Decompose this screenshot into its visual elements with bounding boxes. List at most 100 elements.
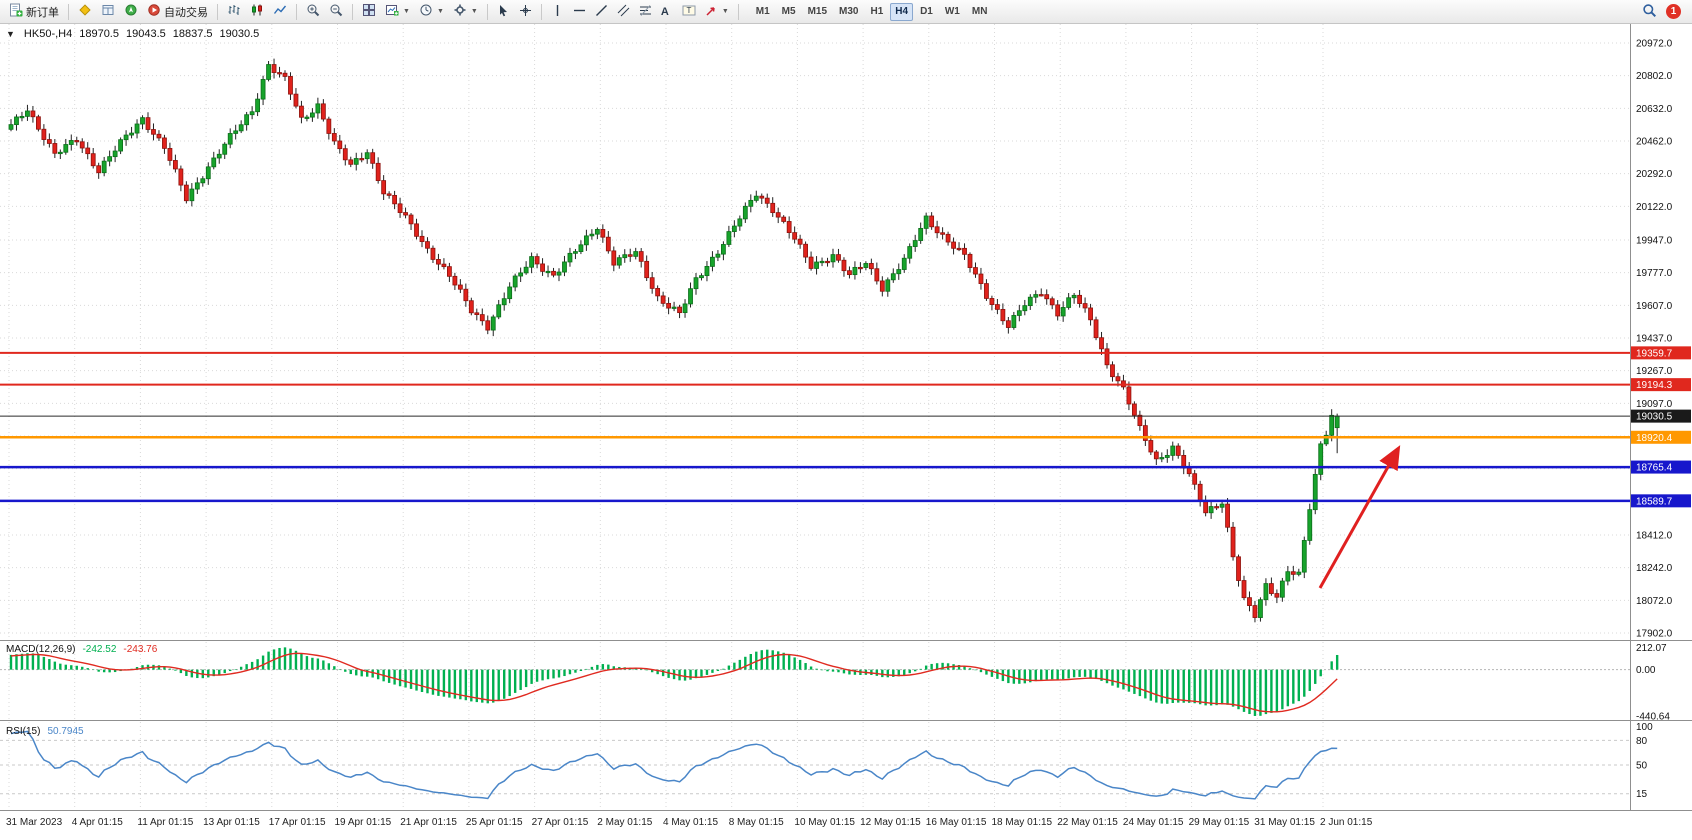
- market-watch-button[interactable]: [74, 2, 96, 22]
- new-order-button[interactable]: 新订单: [5, 2, 63, 22]
- current-price-line[interactable]: 19030.5: [0, 409, 1691, 423]
- svg-text:80: 80: [1636, 736, 1648, 747]
- timeframe-d1[interactable]: D1: [915, 3, 938, 21]
- autotrading-label: 自动交易: [164, 6, 208, 19]
- chart-close: 19030.5: [219, 28, 260, 40]
- zoom-in-icon: [306, 3, 320, 20]
- svg-text:18589.7: 18589.7: [1636, 496, 1673, 507]
- level-line-18920.4[interactable]: 18920.4: [0, 430, 1691, 444]
- template-icon: [453, 3, 467, 20]
- channel-tool[interactable]: [613, 2, 634, 22]
- chevron-down-icon: ▼: [436, 8, 444, 15]
- rsi-name: RSI(15): [6, 726, 41, 737]
- search-icon: [1642, 3, 1657, 21]
- new-order-label: 新订单: [26, 6, 59, 19]
- tile-windows-icon: [362, 3, 376, 20]
- candlestick-chart-button[interactable]: [246, 2, 268, 22]
- new-order-icon: [9, 3, 23, 20]
- zoom-out-icon: [329, 3, 343, 20]
- svg-text:12 May 01:15: 12 May 01:15: [860, 817, 921, 828]
- channel-icon: [617, 4, 630, 20]
- rsi-line: [10, 730, 1338, 800]
- line-chart-button[interactable]: [269, 2, 291, 22]
- autotrading-button[interactable]: 自动交易: [143, 2, 212, 22]
- fibonacci-icon: [639, 4, 652, 20]
- text-tool[interactable]: A: [657, 2, 677, 22]
- trend-arrow-annotation[interactable]: [1318, 445, 1401, 589]
- navigator-icon: [124, 3, 138, 20]
- timeframe-mn[interactable]: MN: [967, 3, 993, 21]
- vertical-line-tool[interactable]: [547, 2, 568, 22]
- svg-text:19 Apr 01:15: 19 Apr 01:15: [335, 817, 392, 828]
- navigator-button[interactable]: [120, 2, 142, 22]
- svg-text:18765.4: 18765.4: [1636, 463, 1673, 474]
- macd-name: MACD(12,26,9): [6, 644, 76, 655]
- template-button[interactable]: ▼: [449, 2, 482, 22]
- chevron-down-icon: ▼: [721, 8, 729, 15]
- period-button[interactable]: ▼: [415, 2, 448, 22]
- macd-signal-value: -243.76: [123, 644, 158, 655]
- vertical-line-icon: [551, 4, 564, 20]
- panel-borders: [0, 24, 1692, 811]
- svg-text:13 Apr 01:15: 13 Apr 01:15: [203, 817, 260, 828]
- terminal-body: 19359.7 19194.3 19030.5 18920.4 18765.4 18589…: [0, 24, 1692, 840]
- level-line-18589.7[interactable]: 18589.7: [0, 494, 1691, 508]
- notification-badge[interactable]: 1: [1666, 4, 1681, 19]
- timeframe-w1[interactable]: W1: [940, 3, 965, 21]
- svg-text:50: 50: [1636, 761, 1648, 772]
- chart-symbol-period: HK50-,H4: [23, 28, 73, 40]
- new-chart-button[interactable]: ▼: [381, 2, 414, 22]
- bars-chart-button[interactable]: [223, 2, 245, 22]
- svg-text:19947.0: 19947.0: [1636, 235, 1673, 246]
- toolbar-separator: [352, 3, 353, 20]
- zoom-out-button[interactable]: [325, 2, 347, 22]
- svg-text:20972.0: 20972.0: [1636, 39, 1673, 50]
- label-tool[interactable]: T: [678, 2, 700, 22]
- svg-text:2 May 01:15: 2 May 01:15: [597, 817, 652, 828]
- search-button[interactable]: [1638, 2, 1661, 22]
- macd-main-value: -242.52: [82, 644, 117, 655]
- data-window-button[interactable]: [97, 2, 119, 22]
- macd-indicator-label: MACD(12,26,9) -242.52 -243.76: [6, 644, 157, 655]
- arrows-tool[interactable]: ▼: [701, 2, 733, 22]
- svg-text:4 Apr 01:15: 4 Apr 01:15: [72, 817, 124, 828]
- toolbar-separator: [296, 3, 297, 20]
- svg-text:18242.0: 18242.0: [1636, 563, 1673, 574]
- autotrading-icon: [147, 3, 161, 20]
- chart-open: 18970.5: [79, 28, 119, 40]
- timeframe-m5[interactable]: M5: [777, 3, 801, 21]
- cursor-icon: [497, 4, 510, 20]
- timeframe-m1[interactable]: M1: [751, 3, 775, 21]
- tile-windows-button[interactable]: [358, 2, 380, 22]
- time-axis[interactable]: 31 Mar 2023 4 Apr 01:15 11 Apr 01:15 13 Apr…: [6, 817, 1373, 828]
- chevron-down-icon: ▼: [470, 8, 478, 15]
- level-line-19194.3[interactable]: 19194.3: [0, 378, 1691, 392]
- fibonacci-tool[interactable]: [635, 2, 656, 22]
- timeframe-h4[interactable]: H4: [890, 2, 914, 21]
- svg-text:19194.3: 19194.3: [1636, 380, 1673, 391]
- svg-text:2 Jun 01:15: 2 Jun 01:15: [1320, 817, 1373, 828]
- cursor-tool[interactable]: [493, 2, 514, 22]
- svg-text:29 May 01:15: 29 May 01:15: [1189, 817, 1250, 828]
- trendline-tool[interactable]: [591, 2, 612, 22]
- timeframe-m30[interactable]: M30: [834, 3, 863, 21]
- crosshair-icon: [519, 4, 532, 20]
- svg-text:20122.0: 20122.0: [1636, 202, 1673, 213]
- level-line-19359.7[interactable]: 19359.7: [0, 346, 1691, 360]
- horizontal-line-tool[interactable]: [569, 2, 590, 22]
- horizontal-line-icon: [573, 4, 586, 20]
- chart-canvas[interactable]: 19359.7 19194.3 19030.5 18920.4 18765.4 18589…: [0, 24, 1692, 840]
- toolbar-separator: [68, 3, 69, 20]
- price-axis[interactable]: 20972.0 20802.0 20632.0 20462.0 20292.0 20122…: [1636, 39, 1673, 801]
- level-line-18765.4[interactable]: 18765.4: [0, 460, 1691, 474]
- zoom-in-button[interactable]: [302, 2, 324, 22]
- crosshair-tool[interactable]: [515, 2, 536, 22]
- svg-text:19097.0: 19097.0: [1636, 399, 1673, 410]
- svg-text:18412.0: 18412.0: [1636, 530, 1673, 541]
- timeframe-h1[interactable]: H1: [865, 3, 888, 21]
- timeframe-m15[interactable]: M15: [803, 3, 832, 21]
- svg-text:24 May 01:15: 24 May 01:15: [1123, 817, 1184, 828]
- arrow-shape-icon: [705, 4, 718, 20]
- candlestick-chart-icon: [250, 3, 264, 20]
- one-click-trading-toggle[interactable]: ▼: [6, 29, 15, 39]
